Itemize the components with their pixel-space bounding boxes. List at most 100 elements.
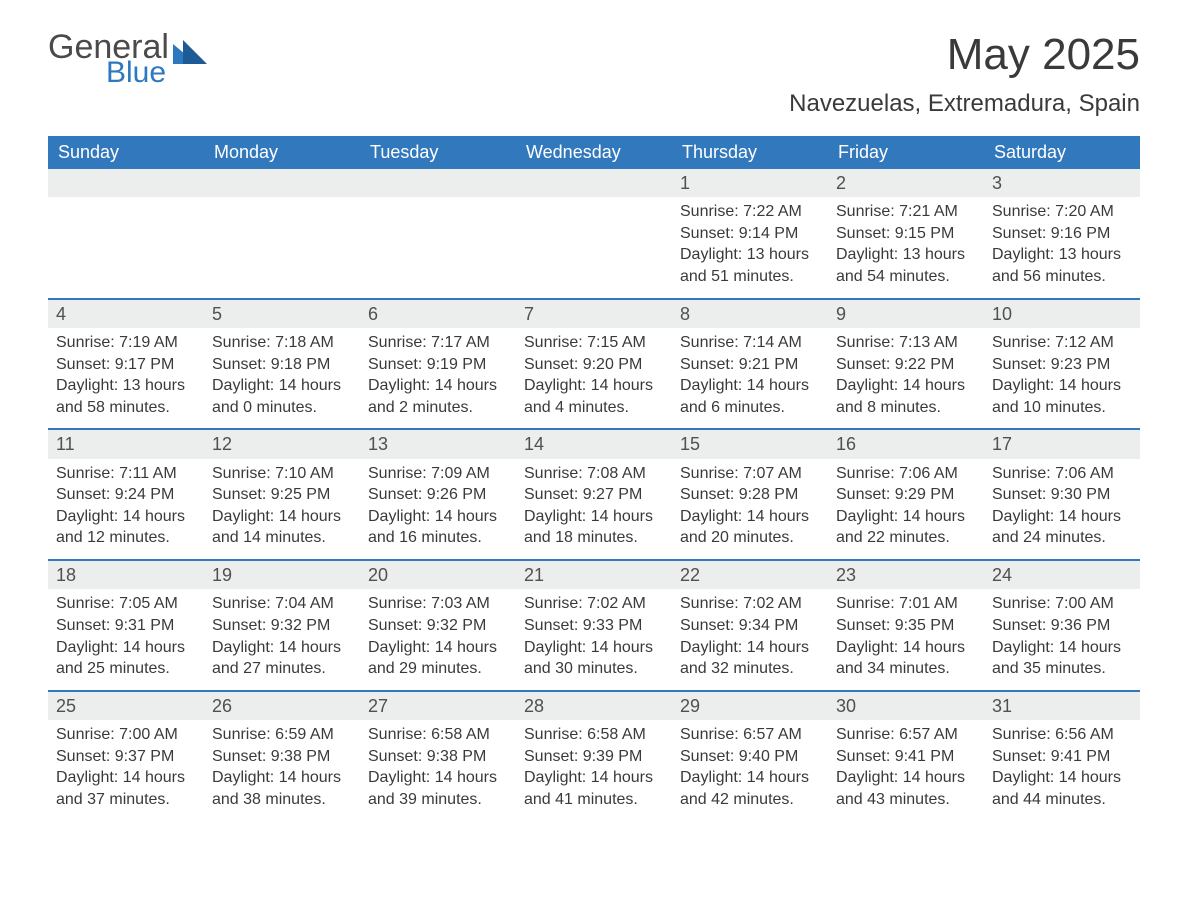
day-cell: 20Sunrise: 7:03 AMSunset: 9:32 PMDayligh…	[360, 561, 516, 690]
day-number: 11	[48, 430, 204, 458]
daylight-text: Daylight: 13 hours and 51 minutes.	[680, 244, 820, 287]
sunset-text: Sunset: 9:37 PM	[56, 746, 196, 768]
sunrise-text: Sunrise: 7:07 AM	[680, 463, 820, 485]
daylight-text: Daylight: 14 hours and 44 minutes.	[992, 767, 1132, 810]
day-number: 16	[828, 430, 984, 458]
day-cell: 15Sunrise: 7:07 AMSunset: 9:28 PMDayligh…	[672, 430, 828, 559]
day-body: Sunrise: 7:22 AMSunset: 9:14 PMDaylight:…	[672, 197, 828, 297]
day-body: Sunrise: 7:20 AMSunset: 9:16 PMDaylight:…	[984, 197, 1140, 297]
weekday-header: Wednesday	[516, 136, 672, 169]
day-cell	[516, 169, 672, 298]
calendar: SundayMondayTuesdayWednesdayThursdayFrid…	[48, 136, 1140, 820]
daylight-text: Daylight: 14 hours and 20 minutes.	[680, 506, 820, 549]
sunrise-text: Sunrise: 7:09 AM	[368, 463, 508, 485]
sunset-text: Sunset: 9:41 PM	[836, 746, 976, 768]
daylight-text: Daylight: 14 hours and 32 minutes.	[680, 637, 820, 680]
sunrise-text: Sunrise: 7:10 AM	[212, 463, 352, 485]
day-cell: 27Sunrise: 6:58 AMSunset: 9:38 PMDayligh…	[360, 692, 516, 821]
sunrise-text: Sunrise: 6:58 AM	[368, 724, 508, 746]
day-cell: 24Sunrise: 7:00 AMSunset: 9:36 PMDayligh…	[984, 561, 1140, 690]
week-row: 1Sunrise: 7:22 AMSunset: 9:14 PMDaylight…	[48, 169, 1140, 298]
daylight-text: Daylight: 14 hours and 43 minutes.	[836, 767, 976, 810]
day-cell	[48, 169, 204, 298]
weekday-header-row: SundayMondayTuesdayWednesdayThursdayFrid…	[48, 136, 1140, 169]
day-cell: 9Sunrise: 7:13 AMSunset: 9:22 PMDaylight…	[828, 300, 984, 429]
day-number: 24	[984, 561, 1140, 589]
day-number: 25	[48, 692, 204, 720]
day-cell: 22Sunrise: 7:02 AMSunset: 9:34 PMDayligh…	[672, 561, 828, 690]
day-number: 12	[204, 430, 360, 458]
sunset-text: Sunset: 9:30 PM	[992, 484, 1132, 506]
daylight-text: Daylight: 14 hours and 41 minutes.	[524, 767, 664, 810]
day-body: Sunrise: 7:03 AMSunset: 9:32 PMDaylight:…	[360, 589, 516, 689]
sunset-text: Sunset: 9:40 PM	[680, 746, 820, 768]
day-body: Sunrise: 6:56 AMSunset: 9:41 PMDaylight:…	[984, 720, 1140, 820]
sunset-text: Sunset: 9:25 PM	[212, 484, 352, 506]
day-body: Sunrise: 7:21 AMSunset: 9:15 PMDaylight:…	[828, 197, 984, 297]
day-number: 23	[828, 561, 984, 589]
daylight-text: Daylight: 14 hours and 30 minutes.	[524, 637, 664, 680]
sunrise-text: Sunrise: 7:22 AM	[680, 201, 820, 223]
sunrise-text: Sunrise: 7:20 AM	[992, 201, 1132, 223]
day-cell: 13Sunrise: 7:09 AMSunset: 9:26 PMDayligh…	[360, 430, 516, 559]
day-body: Sunrise: 7:13 AMSunset: 9:22 PMDaylight:…	[828, 328, 984, 428]
sunrise-text: Sunrise: 7:01 AM	[836, 593, 976, 615]
daylight-text: Daylight: 13 hours and 58 minutes.	[56, 375, 196, 418]
sunrise-text: Sunrise: 7:00 AM	[56, 724, 196, 746]
weekday-header: Thursday	[672, 136, 828, 169]
daylight-text: Daylight: 13 hours and 56 minutes.	[992, 244, 1132, 287]
day-number: 10	[984, 300, 1140, 328]
day-cell: 28Sunrise: 6:58 AMSunset: 9:39 PMDayligh…	[516, 692, 672, 821]
sunset-text: Sunset: 9:24 PM	[56, 484, 196, 506]
daylight-text: Daylight: 14 hours and 0 minutes.	[212, 375, 352, 418]
daylight-text: Daylight: 14 hours and 35 minutes.	[992, 637, 1132, 680]
sunset-text: Sunset: 9:21 PM	[680, 354, 820, 376]
day-cell: 26Sunrise: 6:59 AMSunset: 9:38 PMDayligh…	[204, 692, 360, 821]
day-body: Sunrise: 7:10 AMSunset: 9:25 PMDaylight:…	[204, 459, 360, 559]
sunset-text: Sunset: 9:26 PM	[368, 484, 508, 506]
sunset-text: Sunset: 9:23 PM	[992, 354, 1132, 376]
sunset-text: Sunset: 9:35 PM	[836, 615, 976, 637]
day-cell: 30Sunrise: 6:57 AMSunset: 9:41 PMDayligh…	[828, 692, 984, 821]
daylight-text: Daylight: 14 hours and 37 minutes.	[56, 767, 196, 810]
day-body: Sunrise: 7:09 AMSunset: 9:26 PMDaylight:…	[360, 459, 516, 559]
sunrise-text: Sunrise: 7:03 AM	[368, 593, 508, 615]
day-body: Sunrise: 6:57 AMSunset: 9:40 PMDaylight:…	[672, 720, 828, 820]
day-cell: 7Sunrise: 7:15 AMSunset: 9:20 PMDaylight…	[516, 300, 672, 429]
day-body: Sunrise: 7:19 AMSunset: 9:17 PMDaylight:…	[48, 328, 204, 428]
day-number: 28	[516, 692, 672, 720]
day-body: Sunrise: 6:58 AMSunset: 9:39 PMDaylight:…	[516, 720, 672, 820]
daylight-text: Daylight: 14 hours and 38 minutes.	[212, 767, 352, 810]
daylight-text: Daylight: 14 hours and 24 minutes.	[992, 506, 1132, 549]
day-cell: 4Sunrise: 7:19 AMSunset: 9:17 PMDaylight…	[48, 300, 204, 429]
sunset-text: Sunset: 9:31 PM	[56, 615, 196, 637]
daylight-text: Daylight: 14 hours and 42 minutes.	[680, 767, 820, 810]
sunset-text: Sunset: 9:22 PM	[836, 354, 976, 376]
sunrise-text: Sunrise: 7:12 AM	[992, 332, 1132, 354]
day-body: Sunrise: 7:07 AMSunset: 9:28 PMDaylight:…	[672, 459, 828, 559]
day-number: 21	[516, 561, 672, 589]
sunrise-text: Sunrise: 7:14 AM	[680, 332, 820, 354]
day-number: 7	[516, 300, 672, 328]
daylight-text: Daylight: 14 hours and 18 minutes.	[524, 506, 664, 549]
day-body: Sunrise: 7:17 AMSunset: 9:19 PMDaylight:…	[360, 328, 516, 428]
sunrise-text: Sunrise: 7:15 AM	[524, 332, 664, 354]
sunrise-text: Sunrise: 6:59 AM	[212, 724, 352, 746]
day-body: Sunrise: 7:06 AMSunset: 9:30 PMDaylight:…	[984, 459, 1140, 559]
day-cell: 25 Sunrise: 7:00 AMSunset: 9:37 PMDayligh…	[48, 692, 204, 821]
day-body: Sunrise: 7:08 AMSunset: 9:27 PMDaylight:…	[516, 459, 672, 559]
sunrise-text: Sunrise: 7:06 AM	[836, 463, 976, 485]
logo: General Blue	[48, 30, 207, 88]
day-body: Sunrise: 7:05 AMSunset: 9:31 PMDaylight:…	[48, 589, 204, 689]
day-number: 5	[204, 300, 360, 328]
day-number	[360, 169, 516, 197]
day-number	[48, 169, 204, 197]
sunset-text: Sunset: 9:41 PM	[992, 746, 1132, 768]
sunset-text: Sunset: 9:29 PM	[836, 484, 976, 506]
sunrise-text: Sunrise: 7:21 AM	[836, 201, 976, 223]
day-cell: 1Sunrise: 7:22 AMSunset: 9:14 PMDaylight…	[672, 169, 828, 298]
day-number: 31	[984, 692, 1140, 720]
day-body: Sunrise: 7:15 AMSunset: 9:20 PMDaylight:…	[516, 328, 672, 428]
day-number: 17	[984, 430, 1140, 458]
sunrise-text: Sunrise: 7:02 AM	[524, 593, 664, 615]
